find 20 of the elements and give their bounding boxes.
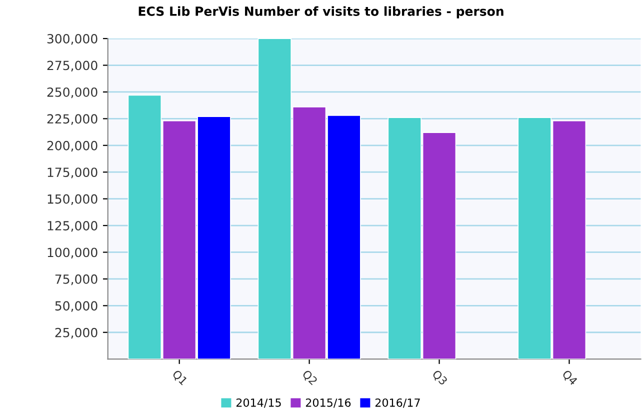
y-tick-label: 100,000	[48, 248, 98, 258]
y-tick-label: 250,000	[47, 87, 98, 98]
x-tick-label: Q1	[171, 369, 188, 386]
y-tick-label: 200,000	[47, 140, 98, 152]
legend-label: 2014/15	[236, 398, 281, 408]
y-tick-label: 175,000	[48, 168, 98, 178]
x-tick-label: Q3	[430, 369, 448, 386]
y-tick-label: 75,000	[55, 274, 98, 286]
y-tick-label: 25,000	[55, 328, 98, 339]
legend-label: 2015/16	[306, 398, 351, 408]
y-tick-label: 125,000	[48, 221, 98, 232]
x-tick-label: Q2	[300, 369, 318, 386]
y-tick-label: 275,000	[47, 60, 98, 72]
y-tick-label: 150,000	[48, 194, 98, 206]
legend-label: 2016/17	[375, 398, 420, 408]
y-tick-label: 50,000	[55, 301, 98, 312]
y-tick-label: 225,000	[47, 114, 98, 125]
y-tick-label: 300,000	[47, 34, 98, 45]
x-tick-label: Q4	[560, 369, 578, 387]
chart-title: ECS Lib PerVis Number of visits to libraries - person	[138, 6, 504, 18]
